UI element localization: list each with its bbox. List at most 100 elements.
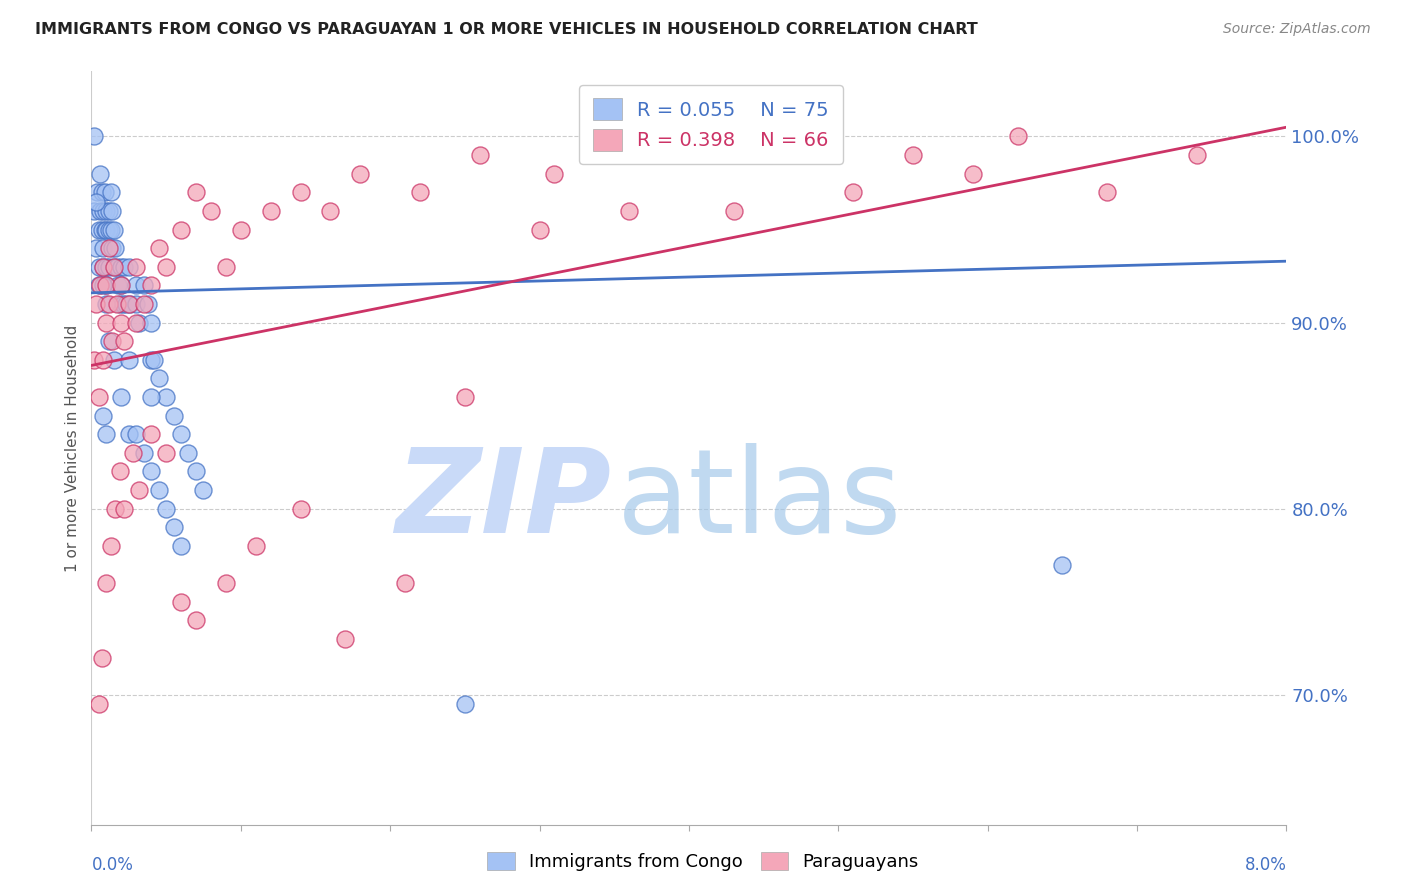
Point xyxy=(94,222,117,236)
Point xyxy=(155,390,177,404)
Point xyxy=(96,278,118,293)
Point xyxy=(962,167,984,181)
Point xyxy=(110,390,132,404)
Point xyxy=(132,446,155,460)
Point xyxy=(101,241,124,255)
Point xyxy=(98,241,121,255)
Point xyxy=(1185,148,1208,162)
Point xyxy=(170,595,193,609)
Point xyxy=(105,297,128,311)
Point xyxy=(797,129,820,144)
Point xyxy=(93,241,114,255)
Text: atlas: atlas xyxy=(617,443,903,558)
Point xyxy=(98,297,121,311)
Point xyxy=(319,203,342,218)
Point xyxy=(132,297,155,311)
Point xyxy=(100,539,122,553)
Point xyxy=(177,446,200,460)
Point xyxy=(87,260,110,274)
Point xyxy=(104,241,127,255)
Point xyxy=(84,194,107,209)
Point xyxy=(125,316,148,330)
Point xyxy=(118,297,141,311)
Point xyxy=(103,222,125,236)
Point xyxy=(108,297,131,311)
Point xyxy=(125,427,148,442)
Point xyxy=(110,278,132,293)
Point xyxy=(96,278,118,293)
Point xyxy=(259,203,281,218)
Point xyxy=(617,203,640,218)
Point xyxy=(200,203,222,218)
Point xyxy=(468,148,491,162)
Point xyxy=(112,334,135,349)
Point xyxy=(83,203,105,218)
Point xyxy=(108,465,131,479)
Point xyxy=(90,650,112,665)
Point xyxy=(394,576,416,591)
Point xyxy=(96,576,118,591)
Point xyxy=(193,483,215,497)
Point xyxy=(723,203,745,218)
Point xyxy=(290,186,312,200)
Point xyxy=(89,278,111,293)
Point xyxy=(87,697,110,711)
Point xyxy=(143,352,166,367)
Point xyxy=(454,697,477,711)
Point xyxy=(141,278,162,293)
Point xyxy=(141,465,162,479)
Text: ZIP: ZIP xyxy=(395,443,612,558)
Text: Source: ZipAtlas.com: Source: ZipAtlas.com xyxy=(1223,22,1371,37)
Y-axis label: 1 or more Vehicles in Household: 1 or more Vehicles in Household xyxy=(65,325,80,572)
Point xyxy=(245,539,267,553)
Point xyxy=(1052,558,1074,572)
Point xyxy=(98,222,121,236)
Point xyxy=(170,427,193,442)
Point xyxy=(125,260,148,274)
Point xyxy=(170,539,193,553)
Point xyxy=(707,148,730,162)
Point xyxy=(87,278,110,293)
Point xyxy=(120,297,142,311)
Point xyxy=(98,203,121,218)
Point xyxy=(118,427,141,442)
Point xyxy=(110,278,132,293)
Point xyxy=(103,260,125,274)
Point xyxy=(112,501,135,516)
Point xyxy=(141,316,162,330)
Point xyxy=(170,222,193,236)
Point xyxy=(111,297,134,311)
Point xyxy=(90,186,112,200)
Point xyxy=(155,501,177,516)
Point xyxy=(454,390,477,404)
Point xyxy=(107,278,129,293)
Point xyxy=(101,334,124,349)
Point xyxy=(96,297,118,311)
Point xyxy=(83,352,105,367)
Point xyxy=(118,352,141,367)
Point xyxy=(96,260,118,274)
Point xyxy=(184,186,207,200)
Point xyxy=(409,186,432,200)
Point xyxy=(290,501,312,516)
Point xyxy=(94,186,117,200)
Point xyxy=(141,390,162,404)
Point xyxy=(93,278,114,293)
Point xyxy=(184,613,207,627)
Point xyxy=(529,222,551,236)
Point xyxy=(125,297,148,311)
Text: 8.0%: 8.0% xyxy=(1244,855,1286,873)
Point xyxy=(901,148,924,162)
Point xyxy=(148,371,170,385)
Legend: R = 0.055    N = 75, R = 0.398    N = 66: R = 0.055 N = 75, R = 0.398 N = 66 xyxy=(579,85,842,164)
Point xyxy=(148,241,170,255)
Point xyxy=(349,167,371,181)
Point xyxy=(93,260,114,274)
Point xyxy=(103,352,125,367)
Point xyxy=(162,409,184,423)
Point xyxy=(96,222,118,236)
Point xyxy=(100,222,122,236)
Point xyxy=(543,167,565,181)
Point xyxy=(84,297,107,311)
Point xyxy=(84,241,107,255)
